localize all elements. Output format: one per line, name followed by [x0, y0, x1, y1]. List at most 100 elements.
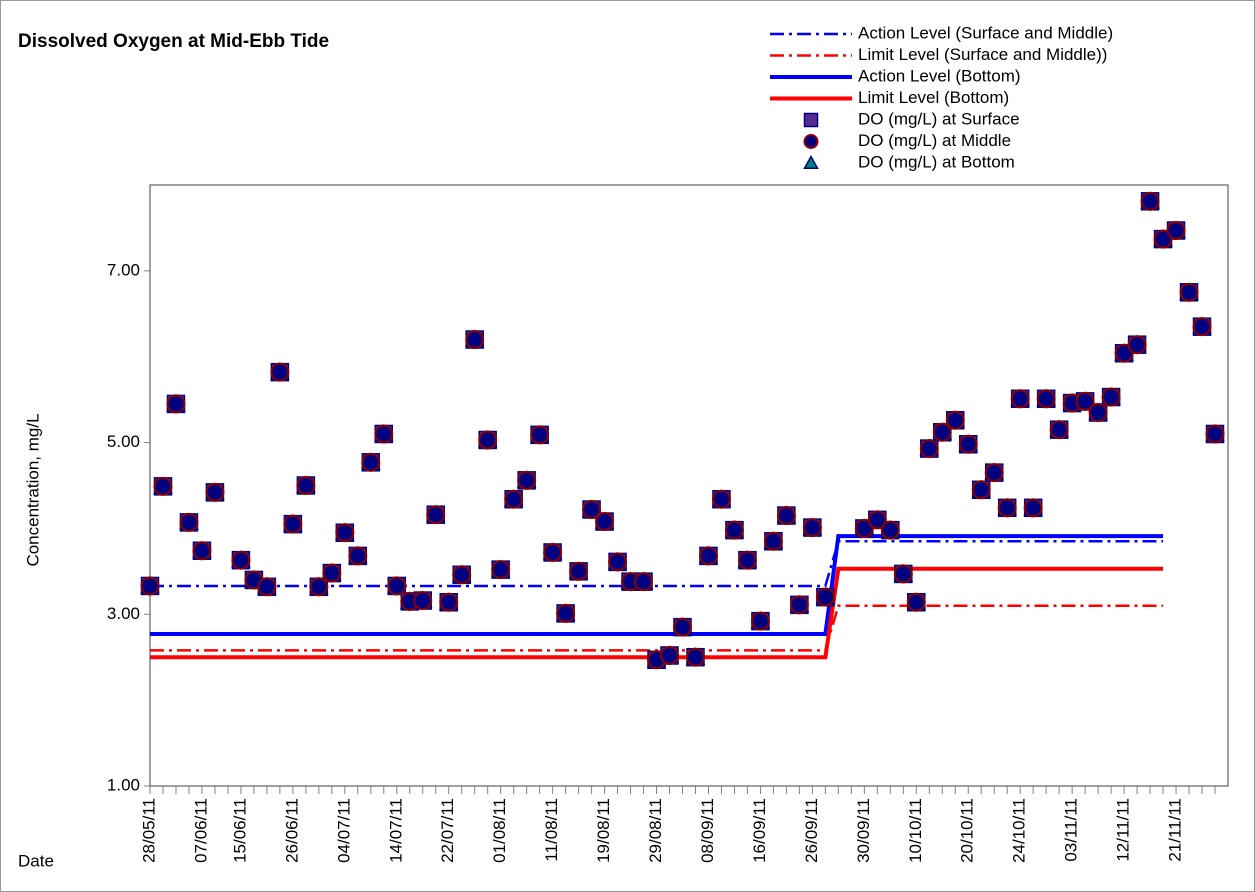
marker-circle [1010, 389, 1030, 409]
marker-circle [789, 595, 809, 615]
marker-circle [582, 500, 602, 520]
marker-circle [556, 603, 576, 623]
marker-circle [257, 577, 277, 597]
marker-circle [140, 576, 160, 596]
marker-circle [919, 439, 939, 459]
x-tick-label: 21/11/11 [1166, 798, 1185, 862]
legend-label: Action Level (Surface and Middle) [858, 23, 1113, 42]
marker-circle [893, 564, 913, 584]
legend-label: DO (mg/L) at Middle [858, 131, 1011, 150]
marker-circle [504, 489, 524, 509]
marker-circle [737, 550, 757, 570]
y-axis-label: Concentration, mg/L [23, 413, 42, 566]
marker-circle [179, 512, 199, 532]
marker-circle [231, 550, 251, 570]
marker-circle [958, 434, 978, 454]
x-tick-label: 29/08/11 [646, 798, 665, 863]
marker-triangle [803, 154, 819, 169]
marker-circle [322, 563, 342, 583]
chart-title: Dissolved Oxygen at Mid-Ebb Tide [18, 31, 329, 52]
marker-circle [205, 482, 225, 502]
marker-circle [724, 520, 744, 540]
marker-circle [997, 498, 1017, 518]
marker-circle [1179, 282, 1199, 302]
x-tick-label: 07/06/11 [191, 798, 210, 863]
marker-circle [854, 518, 874, 538]
marker-circle [984, 463, 1004, 483]
legend-label: Action Level (Bottom) [858, 66, 1021, 85]
x-tick-label: 14/07/11 [386, 798, 405, 863]
x-tick-label: 19/08/11 [594, 798, 613, 863]
marker-circle [309, 577, 329, 597]
marker-circle [283, 514, 303, 534]
marker-circle [1140, 191, 1160, 211]
marker-circle [698, 546, 718, 566]
marker-circle [803, 134, 819, 149]
marker-circle [1075, 391, 1095, 411]
marker-circle [608, 552, 628, 572]
level-line [150, 534, 1164, 637]
marker-circle [413, 591, 433, 611]
marker-circle [815, 587, 835, 607]
marker-circle [880, 520, 900, 540]
marker-circle [491, 560, 511, 580]
x-tick-label: 20/10/11 [958, 798, 977, 863]
y-tick-label: 5.00 [107, 432, 140, 451]
marker-circle [932, 422, 952, 442]
x-tick-label: 26/09/11 [802, 798, 821, 863]
legend-label: DO (mg/L) at Surface [858, 109, 1020, 128]
marker-circle [517, 470, 537, 490]
marker-circle [426, 505, 446, 525]
marker-circle [166, 394, 186, 414]
marker-circle [634, 572, 654, 592]
x-tick-label: 16/09/11 [750, 798, 769, 863]
marker-circle [153, 476, 173, 496]
marker-circle [1205, 424, 1225, 444]
x-tick-label: 10/10/11 [906, 798, 925, 863]
marker-circle [1036, 389, 1056, 409]
legend-label: DO (mg/L) at Bottom [858, 152, 1015, 171]
marker-circle [1153, 229, 1173, 249]
marker-circle [387, 576, 407, 596]
marker-circle [660, 645, 680, 665]
legend-label: Limit Level (Bottom) [858, 88, 1009, 107]
marker-circle [945, 410, 965, 430]
y-tick-label: 1.00 [107, 775, 140, 794]
marker-circle [971, 480, 991, 500]
marker-circle [1023, 498, 1043, 518]
x-tick-label: 04/07/11 [334, 798, 353, 863]
marker-circle [296, 476, 316, 495]
marker-circle [711, 489, 731, 509]
marker-circle [335, 523, 355, 543]
marker-circle [1049, 420, 1069, 440]
marker-circle [465, 330, 485, 350]
x-tick-label: 12/11/11 [1114, 798, 1133, 862]
x-tick-label: 22/07/11 [438, 798, 457, 863]
y-tick-label: 7.00 [107, 260, 140, 279]
marker-circle [867, 510, 887, 530]
marker-circle [685, 647, 705, 667]
marker-circle [1127, 335, 1147, 355]
marker-circle [1166, 221, 1186, 241]
y-tick-label: 3.00 [107, 604, 140, 623]
marker-circle [439, 592, 459, 612]
marker-circle [374, 424, 394, 444]
marker-circle [452, 565, 472, 585]
marker-circle [776, 506, 796, 526]
marker-circle [361, 452, 381, 472]
marker-circle [192, 541, 212, 561]
x-tick-label: 08/09/11 [698, 798, 717, 863]
legend-label: Limit Level (Surface and Middle)) [858, 45, 1107, 64]
marker-circle [1088, 403, 1108, 423]
x-tick-label: 15/06/11 [230, 798, 249, 863]
x-tick-label: 03/11/11 [1062, 798, 1081, 862]
marker-circle [802, 518, 822, 538]
marker-circle [673, 617, 693, 637]
marker-circle [1101, 387, 1121, 407]
marker-circle [1192, 317, 1212, 337]
x-tick-label: 26/06/11 [282, 798, 301, 863]
marker-circle [1114, 343, 1134, 363]
marker-circle [270, 362, 290, 382]
